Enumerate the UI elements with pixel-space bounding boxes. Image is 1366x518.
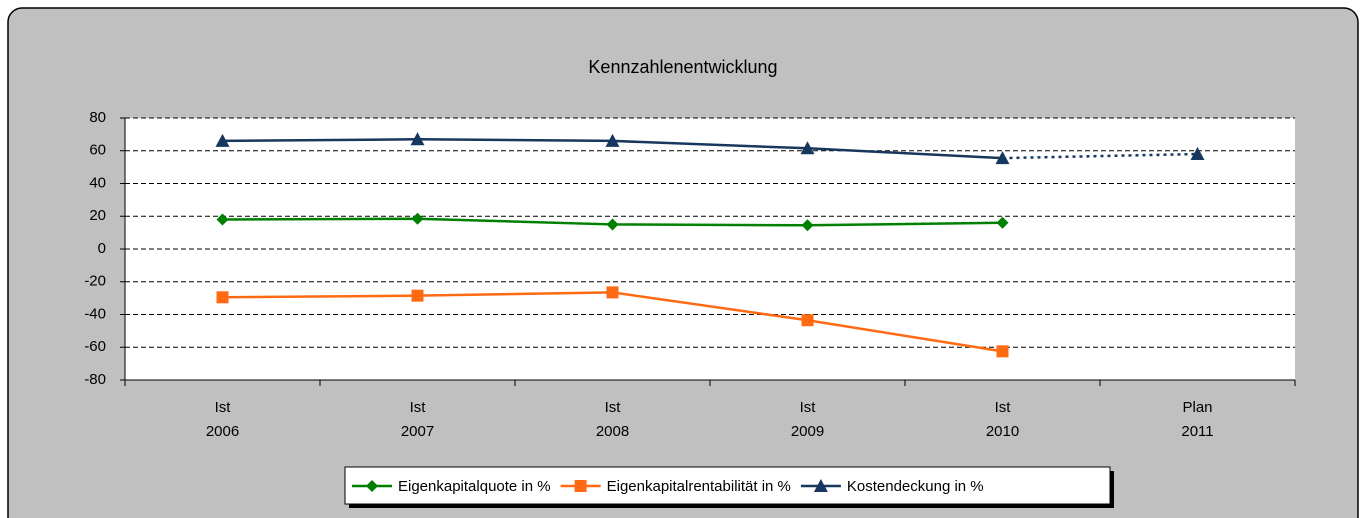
y-tick-label: -40 [84,305,106,322]
y-tick-label: 20 [89,207,106,224]
y-tick-label: -60 [84,338,106,355]
chart-title: Kennzahlenentwicklung [588,57,777,77]
legend-marker [574,480,587,492]
x-tick-label: 2006 [206,423,239,440]
data-point [216,291,229,304]
data-point [996,216,1009,229]
x-tick-label: Ist [410,399,427,416]
x-tick-label: 2009 [791,423,824,440]
y-tick-label: -20 [84,273,106,290]
x-tick-label: Ist [215,399,232,416]
legend [344,466,1111,505]
x-tick-label: 2011 [1181,423,1213,440]
legend-marker [366,480,378,492]
legend-label: Kostendeckung in % [847,478,984,495]
y-tick-label: -80 [84,371,106,388]
data-point [606,218,619,231]
legend-label: Eigenkapitalrentabilität in % [607,478,791,495]
data-point [605,133,620,147]
y-tick-label: 40 [89,174,106,191]
y-tick-label: 0 [98,240,106,257]
data-point [800,141,815,155]
data-point [606,286,619,299]
data-point [801,219,814,232]
x-tick-label: 2008 [596,423,629,440]
data-point [801,314,814,327]
data-point [996,345,1009,358]
x-tick-label: 2010 [986,423,1019,440]
series-line-plan [1002,152,1198,160]
y-tick-label: 60 [89,142,106,159]
data-point [216,213,229,226]
x-tick-label: Ist [800,399,817,416]
legend-label: Eigenkapitalquote in % [398,478,551,495]
data-point [215,133,230,147]
x-tick-label: Plan [1182,399,1212,416]
data-point [411,289,424,302]
data-point [995,151,1010,165]
data-point [411,212,424,225]
y-tick-label: 80 [89,109,106,126]
x-tick-label: Ist [605,399,622,416]
legend-marker [813,479,828,492]
x-tick-label: Ist [995,399,1012,416]
x-tick-label: 2007 [401,423,434,440]
data-point [410,132,425,146]
data-point [1190,147,1205,161]
